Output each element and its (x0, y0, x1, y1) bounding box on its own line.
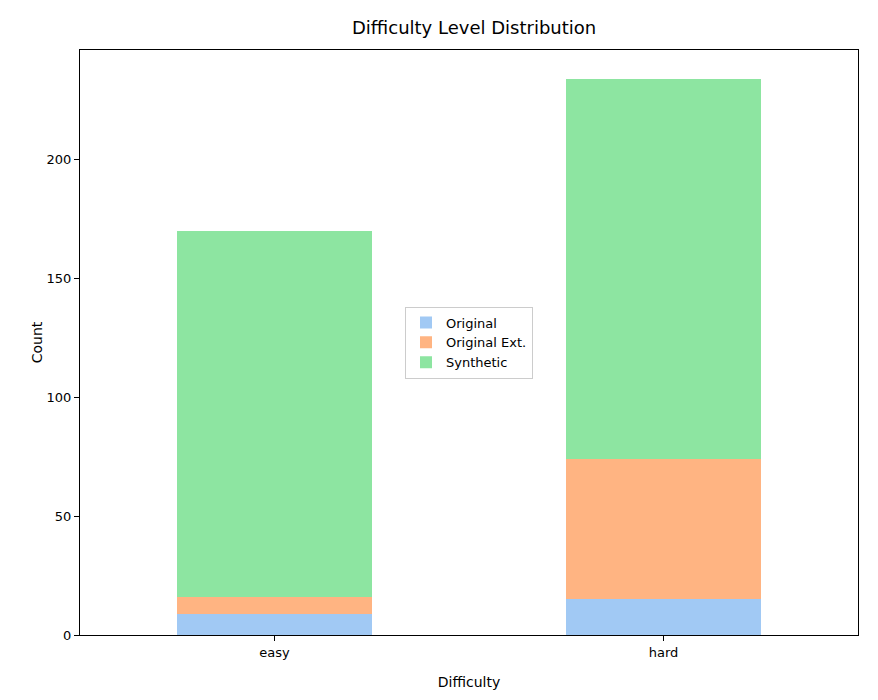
svg-text:hard: hard (649, 645, 679, 660)
svg-text:0: 0 (63, 628, 71, 643)
svg-text:Original: Original (446, 316, 497, 331)
svg-text:150: 150 (47, 271, 72, 286)
svg-text:100: 100 (47, 390, 72, 405)
svg-text:200: 200 (47, 152, 72, 167)
svg-text:Count: Count (29, 321, 45, 363)
svg-text:50: 50 (55, 509, 72, 524)
svg-text:easy: easy (259, 645, 290, 660)
svg-text:Original Ext.: Original Ext. (446, 335, 526, 350)
svg-text:Difficulty: Difficulty (438, 674, 500, 690)
svg-text:Synthetic: Synthetic (446, 355, 507, 370)
svg-text:Difficulty Level Distribution: Difficulty Level Distribution (352, 17, 596, 38)
